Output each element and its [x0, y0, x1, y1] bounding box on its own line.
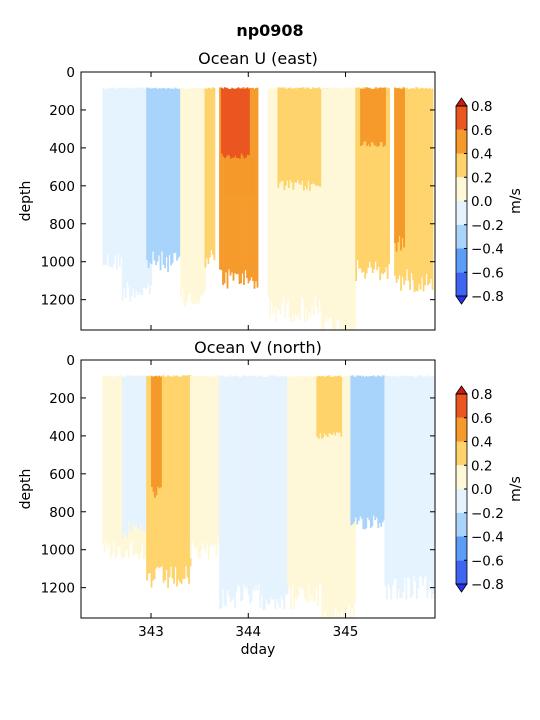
colorbar-tick-label: −0.8	[471, 577, 504, 593]
colorbar-bin	[456, 106, 467, 130]
colorbar-tick-label: 0.4	[471, 435, 492, 451]
colorbar-tick-label: 0.0	[471, 194, 492, 210]
colorbar-v: −0.8 −0.6 −0.4 −0.2 0.0 0.2 0.4 0.6 0.8	[455, 385, 504, 593]
colorbar-tick-label: 0.0	[471, 482, 492, 498]
y-tick-label: 800	[49, 217, 75, 233]
data-section	[219, 375, 259, 609]
data-section	[355, 87, 391, 281]
colorbar-tick-label: −0.4	[471, 242, 504, 258]
colorbar-bin	[456, 560, 467, 584]
data-section	[189, 375, 221, 560]
plot-area-v	[81, 360, 435, 618]
colorbar-bin	[456, 201, 467, 225]
colorbar-tick-label: −0.2	[471, 218, 504, 234]
colorbar-bin	[456, 248, 467, 273]
colorbar-tick-label: 0.8	[471, 99, 492, 115]
colorbar-extend-max	[455, 97, 468, 107]
colorbar-bin	[456, 272, 467, 296]
colorbar-bin	[456, 536, 467, 561]
axes-frame	[80, 359, 436, 619]
colorbar-u: −0.8 −0.6 −0.4 −0.2 0.0 0.2 0.4 0.6 0.8	[455, 97, 504, 305]
axes-frame	[80, 71, 436, 331]
y-tick-label: 800	[49, 505, 75, 521]
data-section	[221, 87, 250, 162]
y-tick-label: 200	[49, 391, 75, 407]
colorbar-bin	[456, 465, 467, 489]
colorbar-bin	[456, 129, 467, 154]
panel-ocean-u: Ocean U (east) depth 0 200 400 600 800 1000 12…	[18, 49, 524, 331]
colorbar-bin	[456, 417, 467, 442]
colorbar-tick-label: −0.8	[471, 289, 504, 305]
colorbar-bin	[456, 441, 467, 466]
y-tick-label: 1000	[41, 255, 75, 271]
colorbar-extend-min	[455, 583, 468, 593]
colorbar-bin	[456, 489, 467, 513]
y-tick-label: 0	[66, 353, 75, 369]
colorbar-bin	[456, 177, 467, 201]
axes-v: 343 344 345 0 200 400 600 800 1000 1200	[41, 353, 436, 640]
colorbar-tick-label: −0.4	[471, 530, 504, 546]
ylabel-v: depth	[18, 469, 34, 510]
colorbar-tick-label: 0.2	[471, 170, 492, 186]
axes-u: 0 200 400 600 800 1000 1200	[41, 65, 436, 331]
panel-title-u: Ocean U (east)	[198, 49, 318, 68]
y-tick-label: 1200	[41, 293, 75, 309]
colorbar-tick-label: −0.2	[471, 506, 504, 522]
colorbar-bin	[456, 394, 467, 418]
colorbar-tick-label: −0.6	[471, 265, 504, 281]
data-section	[223, 157, 255, 197]
data-section	[102, 87, 123, 270]
y-tick-label: 1200	[41, 581, 75, 597]
x-tick-label: 345	[333, 624, 359, 640]
data-section	[287, 375, 322, 610]
data-section	[267, 87, 323, 323]
ylabel-u: depth	[18, 181, 34, 222]
y-tick-label: 600	[49, 467, 75, 483]
data-section	[360, 87, 386, 147]
panel-title-v: Ocean V (north)	[194, 338, 322, 357]
x-tick-label: 343	[138, 624, 164, 640]
colorbar-tick-label: −0.6	[471, 553, 504, 569]
colorbar-tick-label: 0.8	[471, 387, 492, 403]
x-tick-label: 344	[235, 624, 261, 640]
y-tick-label: 1000	[41, 543, 75, 559]
colorbar-bin	[456, 224, 467, 249]
colorbar-tick-label: 0.2	[471, 458, 492, 474]
plot-area-u	[81, 72, 435, 330]
y-tick-label: 400	[49, 141, 75, 157]
colorbar-extend-min	[455, 295, 468, 305]
panel-ocean-v: Ocean V (north) depth 343 344 345 0 200 400 60…	[18, 338, 524, 658]
data-section	[316, 375, 343, 439]
y-tick-label: 0	[66, 65, 75, 81]
colorbar-tick-label: 0.6	[471, 123, 492, 139]
colorbar-tick-label: 0.4	[471, 147, 492, 163]
data-section	[394, 87, 405, 252]
data-section	[180, 87, 206, 308]
data-section	[204, 87, 216, 268]
data-section	[350, 375, 386, 530]
data-section	[151, 375, 162, 498]
xlabel-v: dday	[241, 642, 276, 658]
data-section	[146, 87, 181, 273]
colorbar-extend-max	[455, 385, 468, 395]
colorbar-tick-label: 0.6	[471, 411, 492, 427]
colorbar-bin	[456, 153, 467, 178]
y-tick-label: 200	[49, 103, 75, 119]
colorbar-label-v: m/s	[508, 476, 524, 502]
data-section	[321, 87, 357, 330]
data-section	[121, 375, 148, 539]
data-section	[384, 375, 435, 600]
y-tick-label: 600	[49, 179, 75, 195]
colorbar-bin	[456, 512, 467, 537]
data-section	[258, 375, 289, 611]
y-tick-label: 400	[49, 429, 75, 445]
colorbar-label-u: m/s	[508, 188, 524, 214]
figure-title: np0908	[236, 21, 303, 40]
